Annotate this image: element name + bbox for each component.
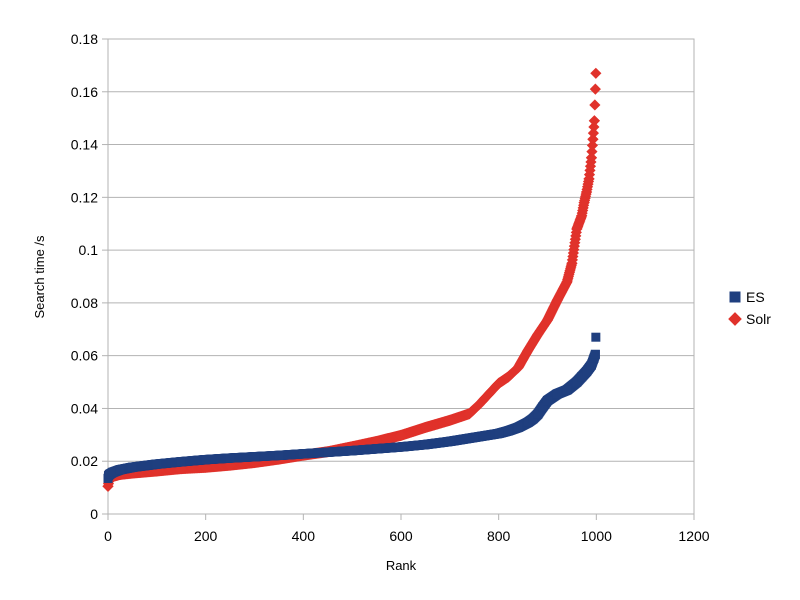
data-point	[473, 398, 485, 411]
data-point	[176, 457, 186, 467]
data-point	[502, 371, 515, 383]
data-point	[444, 414, 456, 426]
data-point	[585, 152, 598, 164]
data-point	[494, 429, 504, 439]
y-tick-label: 0.16	[71, 84, 98, 100]
data-point	[298, 449, 308, 459]
data-point	[225, 453, 235, 463]
data-point	[590, 349, 600, 359]
data-point	[395, 429, 407, 441]
data-point	[512, 361, 524, 374]
data-point	[591, 332, 601, 342]
data-point	[274, 450, 284, 460]
legend-label: ES	[746, 289, 765, 305]
y-tick-label: 0	[90, 506, 98, 522]
y-tick-label: 0.04	[71, 400, 98, 416]
y-tick-label: 0.18	[71, 31, 98, 47]
y-tick-label: 0.12	[71, 189, 98, 205]
data-point	[572, 377, 582, 387]
data-point	[503, 426, 513, 436]
data-point	[589, 99, 601, 111]
data-point	[323, 447, 333, 457]
data-point	[250, 452, 259, 462]
data-point	[445, 436, 455, 446]
data-point	[528, 414, 538, 424]
x-axis-label: Rank	[386, 558, 417, 573]
data-point	[580, 186, 593, 198]
data-point	[582, 367, 592, 376]
data-point	[578, 197, 590, 209]
data-point	[543, 396, 552, 406]
data-point	[586, 139, 599, 152]
data-point	[115, 465, 125, 475]
data-point	[589, 83, 601, 95]
data-point	[463, 408, 475, 420]
x-tick-label: 1200	[678, 528, 709, 544]
data-point	[347, 446, 357, 456]
legend-marker	[728, 312, 742, 326]
y-tick-label: 0.08	[71, 295, 98, 311]
legend-item-es: ES	[729, 289, 765, 305]
x-tick-label: 600	[389, 528, 413, 544]
data-point	[571, 223, 583, 235]
x-tick-label: 1000	[581, 528, 612, 544]
data-point	[561, 276, 573, 288]
data-point	[577, 372, 587, 382]
data-point	[590, 67, 602, 79]
data-point	[588, 115, 600, 127]
data-point	[513, 422, 523, 432]
y-axis-label: Search time /s	[32, 235, 47, 319]
data-point	[127, 462, 137, 472]
y-tick-label: 0.14	[71, 137, 98, 153]
data-point	[201, 455, 211, 465]
data-point	[108, 467, 118, 477]
y-axis-ticks: 0 0.02 0.04 0.06 0.08 0.1 0.12 0.14 0.16 0.18	[71, 31, 108, 522]
data-point	[175, 463, 187, 475]
data-point	[587, 127, 599, 139]
data-point	[541, 314, 554, 326]
data-point	[522, 344, 534, 356]
data-point	[419, 421, 431, 434]
data-point	[587, 133, 599, 145]
data-point	[469, 432, 479, 442]
x-tick-label: 200	[194, 528, 218, 544]
legend-marker	[729, 291, 741, 303]
data-point	[396, 442, 406, 452]
data-point	[586, 360, 596, 370]
y-tick-label: 0.1	[79, 242, 99, 258]
data-point	[420, 440, 430, 450]
data-point	[588, 121, 600, 133]
data-point	[583, 173, 595, 185]
data-point	[372, 444, 382, 454]
data-point	[532, 328, 544, 341]
data-point	[152, 459, 162, 469]
series-es	[103, 332, 601, 483]
data-point	[533, 409, 543, 419]
x-tick-label: 800	[487, 528, 511, 544]
data-point	[551, 294, 563, 306]
legend-item-solr: Solr	[728, 311, 771, 327]
data-point	[538, 402, 548, 412]
y-tick-label: 0.02	[71, 453, 98, 469]
legend-label: Solr	[746, 311, 771, 327]
x-tick-label: 0	[104, 528, 112, 544]
data-point	[552, 389, 562, 399]
data-point	[566, 257, 578, 269]
x-tick-label: 400	[292, 528, 316, 544]
legend: ES Solr	[728, 289, 771, 327]
data-point	[586, 146, 598, 158]
data-point	[562, 385, 572, 395]
y-tick-label: 0.06	[71, 348, 98, 364]
data-point	[576, 210, 588, 222]
x-axis-ticks: 0 200 400 600 800 1000 1200	[104, 514, 710, 544]
series-markers	[102, 67, 602, 492]
data-point	[523, 417, 533, 427]
data-point	[493, 377, 505, 389]
